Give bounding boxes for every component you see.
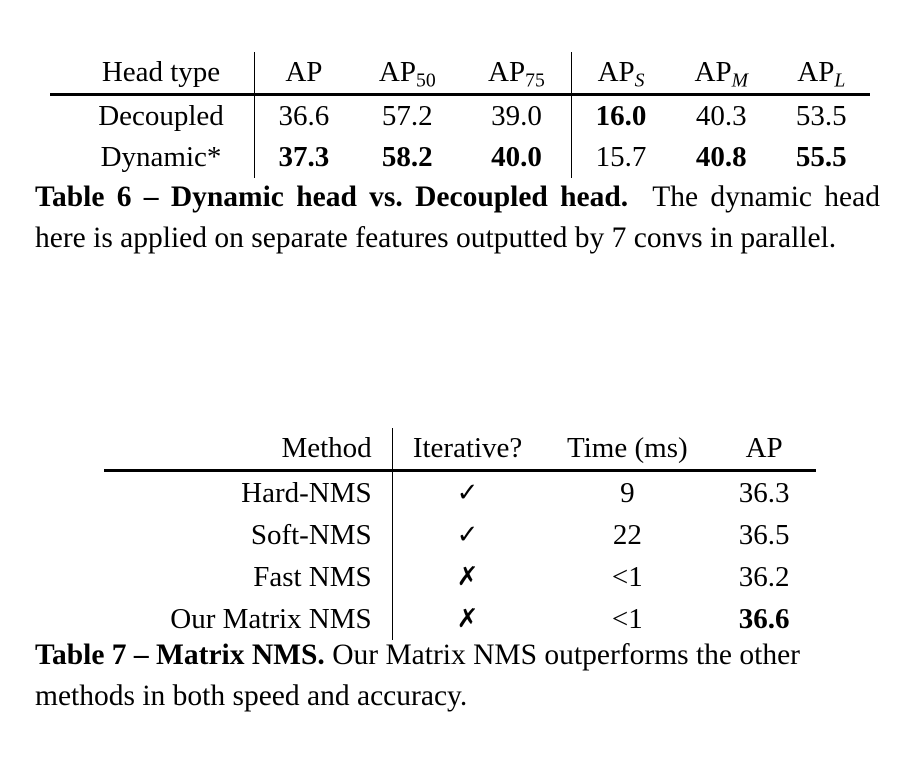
aps-subscript: S	[634, 69, 645, 92]
table-cell: 40.8	[695, 141, 747, 173]
table-6-caption-label: Table 6 – Dynamic head vs. Decoupled hea…	[35, 181, 629, 213]
method-cell: Soft-NMS	[104, 514, 393, 556]
col-header-apl: APL	[772, 52, 870, 96]
checkmark-icon: ✓	[456, 520, 479, 550]
col-header-apm: APM	[669, 52, 773, 96]
table-7-caption: Table 7 – Matrix NMS. Our Matrix NMS out…	[35, 635, 880, 717]
table-row: Hard-NMS ✓ 9 36.3	[104, 470, 816, 514]
aps-base: AP	[597, 56, 635, 88]
table-row: Soft-NMS ✓ 22 36.5	[104, 514, 816, 556]
time-cell: <1	[611, 602, 643, 635]
table-cell: 40.0	[461, 137, 573, 178]
table-cell: 16.0	[595, 100, 647, 132]
ap-cell: 36.2	[738, 560, 790, 593]
table-cell: 55.5	[795, 141, 847, 173]
row-label-dynamic: Dynamic*	[50, 137, 255, 178]
table-cell: 37.3	[278, 141, 330, 173]
ap75-base: AP	[488, 56, 526, 88]
time-cell: 9	[620, 476, 635, 509]
table-row: Dynamic* 37.3 58.2 40.0 15.7 40.8 55.5	[50, 137, 870, 178]
ap-cell: 36.5	[738, 518, 790, 551]
col-header-iterative: Iterative?	[392, 428, 543, 472]
col-header-time: Time (ms)	[542, 428, 713, 472]
row-label-decoupled: Decoupled	[50, 94, 255, 137]
method-cell: Our Matrix NMS	[104, 598, 393, 640]
time-cell: <1	[611, 560, 643, 593]
col-header-ap75: AP75	[461, 52, 573, 96]
cross-icon: ✗	[456, 562, 479, 592]
table-cell: 53.5	[795, 100, 847, 132]
time-cell: 22	[612, 518, 642, 551]
table-cell: 36.6	[278, 100, 330, 132]
method-cell: Fast NMS	[104, 556, 393, 598]
table-cell: 40.3	[695, 100, 747, 132]
table-row: Decoupled 36.6 57.2 39.0 16.0 40.3 53.5	[50, 94, 870, 137]
ap-cell: 36.3	[738, 476, 790, 509]
table-7: Method Iterative? Time (ms) AP Hard-NMS …	[104, 428, 816, 640]
cross-icon: ✗	[456, 604, 479, 634]
table-6: Head type AP AP50 AP75 APS APM APL Decou…	[50, 52, 870, 178]
col-header-ap: AP	[712, 428, 816, 472]
apm-base: AP	[694, 56, 732, 88]
table-6-caption-text: The dynamic head here is applied on sepa…	[35, 181, 880, 254]
col-header-head-type: Head type	[50, 52, 255, 96]
table-6-header-row: Head type AP AP50 AP75 APS APM APL	[50, 52, 870, 96]
table-cell: 39.0	[461, 94, 573, 137]
ap50-base: AP	[378, 56, 416, 88]
table-cell: 15.7	[595, 141, 647, 173]
col-header-method: Method	[104, 428, 393, 472]
col-header-ap50: AP50	[352, 52, 462, 96]
col-header-aps: APS	[571, 52, 670, 96]
apm-subscript: M	[731, 69, 749, 92]
table-7-caption-label: Table 7 – Matrix NMS.	[35, 639, 325, 671]
table-row: Fast NMS ✗ <1 36.2	[104, 556, 816, 598]
method-cell: Hard-NMS	[104, 470, 393, 514]
col-header-ap: AP	[254, 52, 353, 96]
table-row: Our Matrix NMS ✗ <1 36.6	[104, 598, 816, 640]
table-7-header-row: Method Iterative? Time (ms) AP	[104, 428, 816, 472]
apl-base: AP	[797, 56, 835, 88]
table-cell: 58.2	[381, 141, 433, 173]
ap75-subscript: 75	[525, 69, 545, 92]
checkmark-icon: ✓	[456, 478, 479, 508]
ap50-subscript: 50	[415, 69, 436, 92]
table-cell: 57.2	[381, 100, 433, 132]
table-6-caption: Table 6 – Dynamic head vs. Decoupled hea…	[35, 177, 880, 259]
apl-subscript: L	[834, 69, 846, 92]
ap-cell: 36.6	[738, 602, 790, 635]
table-7-caption-text: Our Matrix NMS outperforms the other met…	[35, 639, 801, 712]
